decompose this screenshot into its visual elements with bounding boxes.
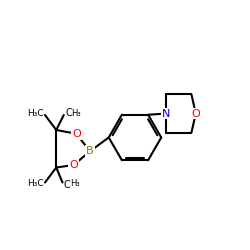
Text: C: C xyxy=(64,180,70,190)
Text: H₃C: H₃C xyxy=(27,109,44,118)
Text: O: O xyxy=(72,129,81,139)
Text: O: O xyxy=(192,108,200,118)
Text: B: B xyxy=(86,146,94,156)
Text: H₃: H₃ xyxy=(71,109,81,118)
Text: N: N xyxy=(162,108,170,118)
Text: H₃C: H₃C xyxy=(27,179,44,188)
Text: H₃: H₃ xyxy=(70,179,80,188)
Text: C: C xyxy=(65,108,72,118)
Text: O: O xyxy=(70,160,78,170)
